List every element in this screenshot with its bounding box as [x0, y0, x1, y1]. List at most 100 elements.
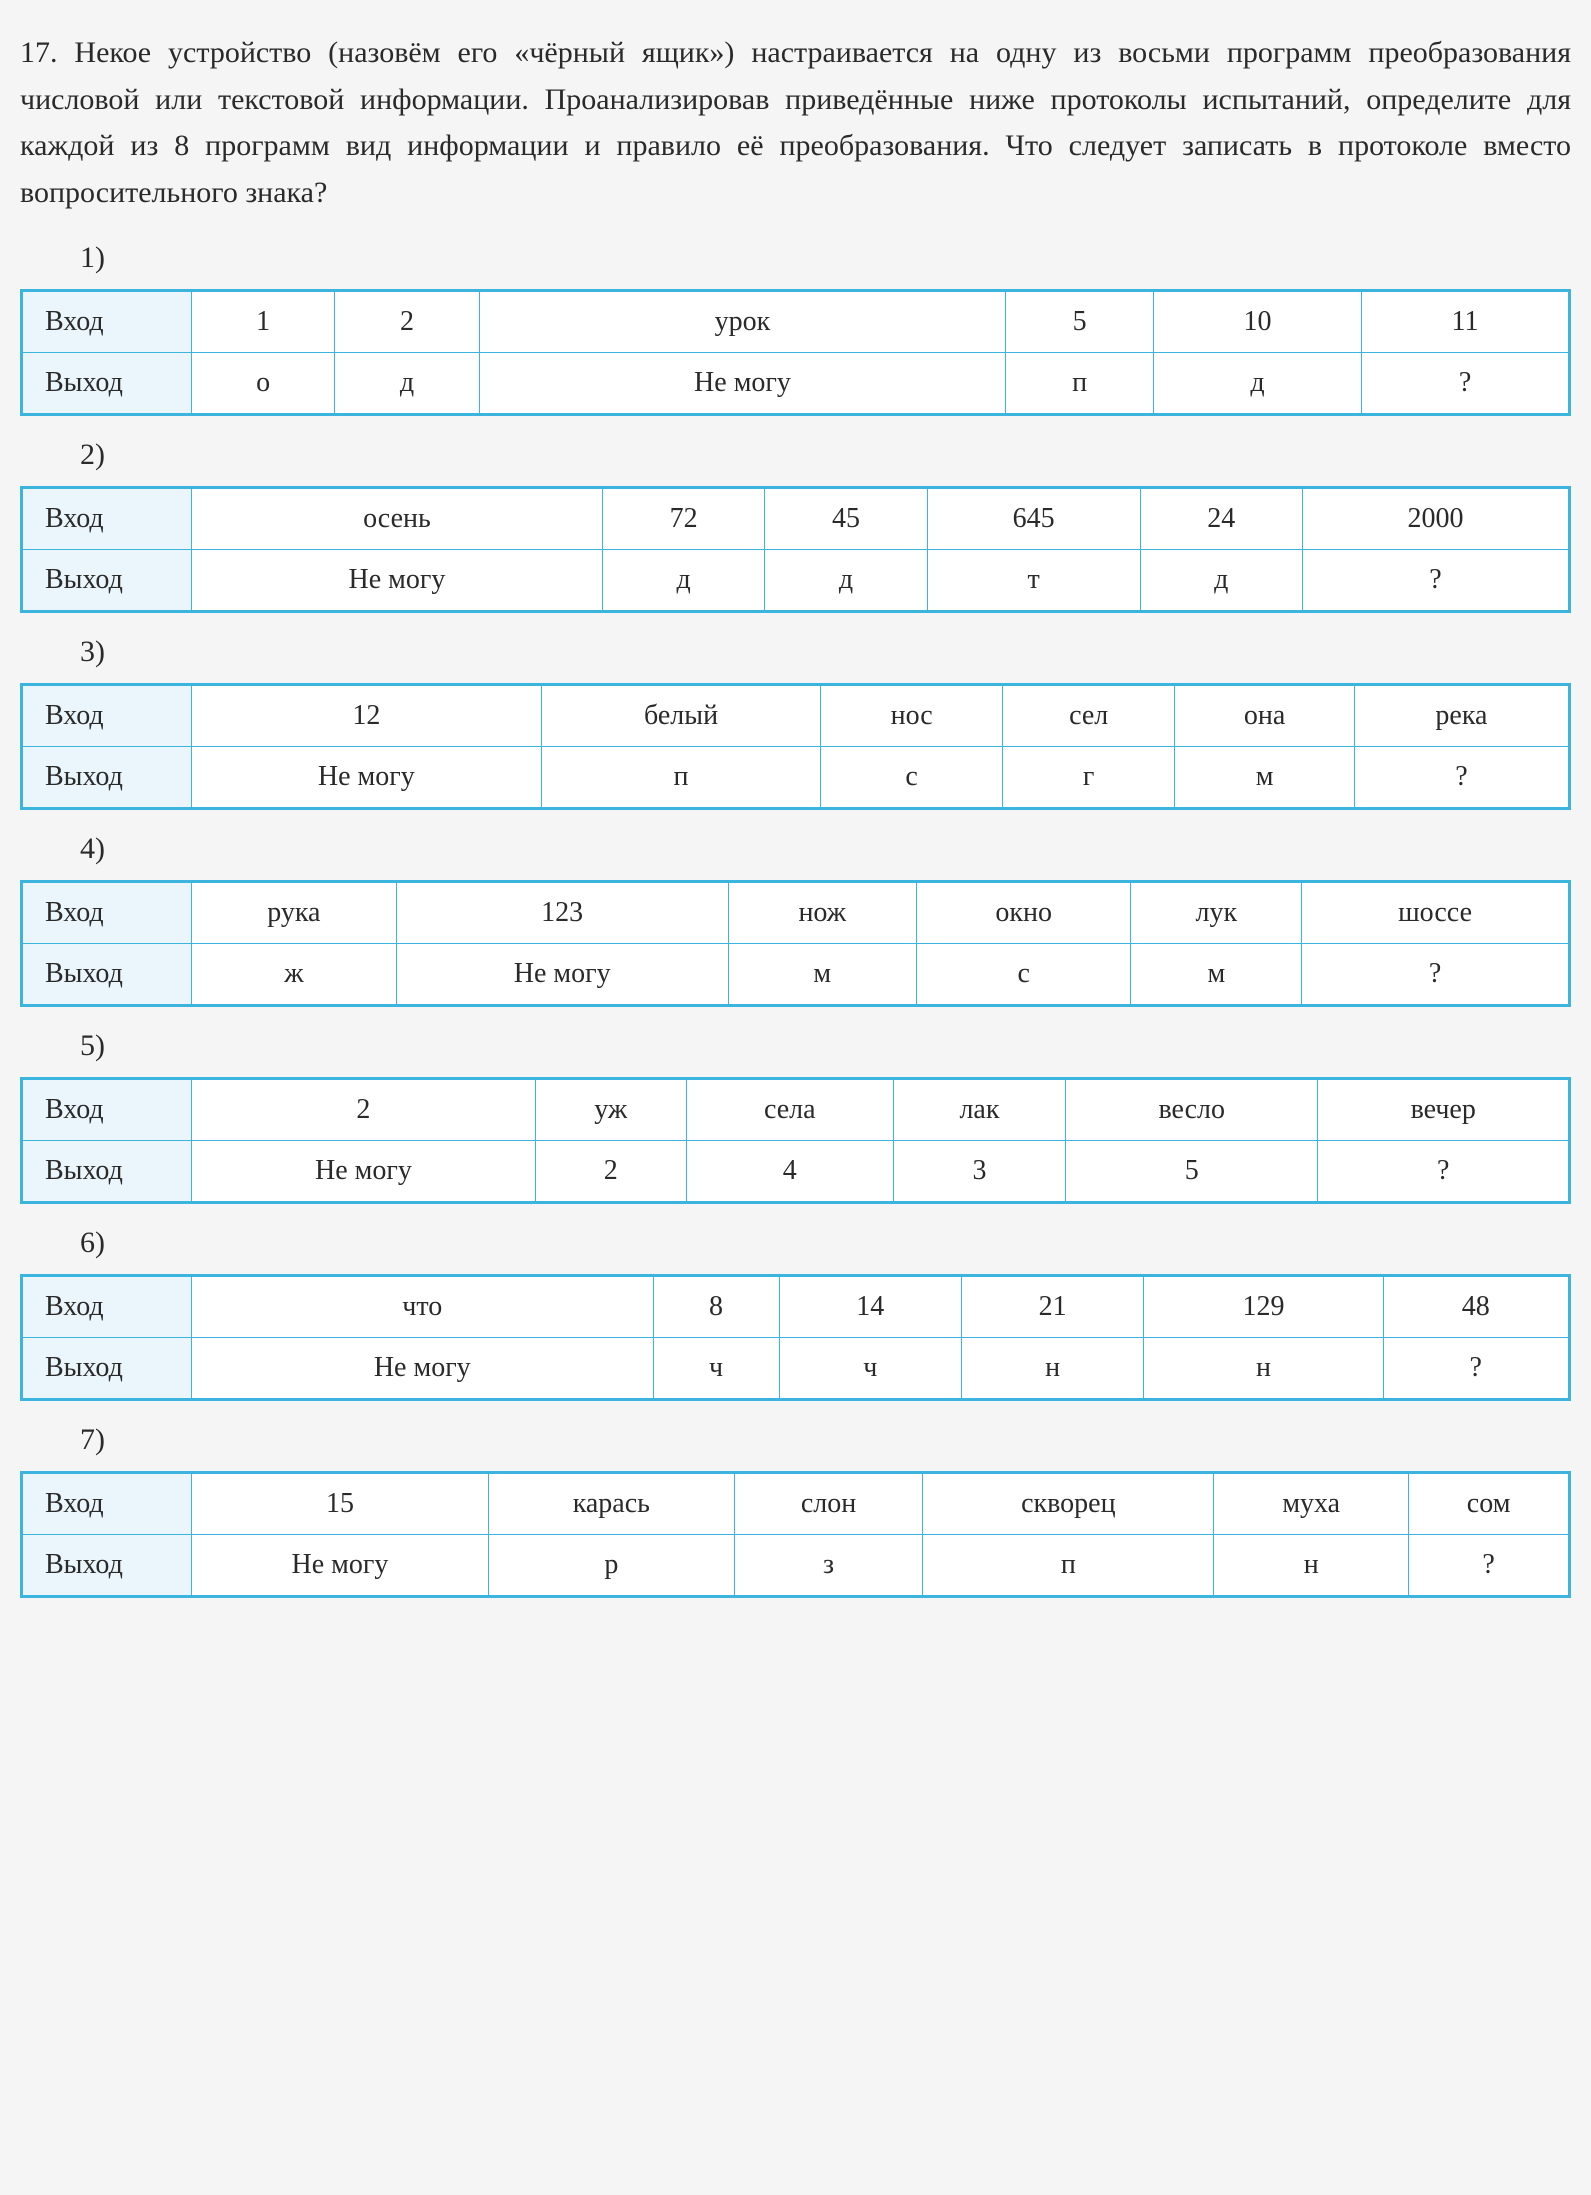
- output-cell: ?: [1354, 747, 1569, 809]
- input-cell: 48: [1383, 1276, 1569, 1338]
- input-cell: она: [1175, 685, 1354, 747]
- input-cell: 1: [192, 291, 335, 353]
- input-cell: рука: [192, 882, 397, 944]
- protocol-table: Вход2ужселалаквесловечерВыходНе могу2435…: [20, 1077, 1571, 1204]
- output-cell: ч: [653, 1338, 779, 1400]
- variant-label: 7): [80, 1423, 1571, 1457]
- output-cell: Не могу: [192, 1535, 489, 1597]
- input-cell: 11: [1362, 291, 1570, 353]
- input-cell: урок: [479, 291, 1005, 353]
- output-cell: д: [1154, 353, 1362, 415]
- output-cell: н: [961, 1338, 1143, 1400]
- table-row: Вход12белыйносселонарека: [22, 685, 1570, 747]
- row-header-out: Выход: [22, 353, 192, 415]
- input-cell: слон: [734, 1473, 923, 1535]
- row-header-in: Вход: [22, 1276, 192, 1338]
- output-cell: с: [916, 944, 1130, 1006]
- input-cell: 2: [335, 291, 479, 353]
- input-cell: сом: [1409, 1473, 1570, 1535]
- table-row: Вход15карасьслонскворецмухасом: [22, 1473, 1570, 1535]
- problem-body: Некое устройство (назовём его «чёрный ящ…: [20, 36, 1571, 209]
- variant-label: 3): [80, 635, 1571, 669]
- input-cell: белый: [541, 685, 821, 747]
- table-row: Входосень7245645242000: [22, 488, 1570, 550]
- protocol-table: Вход15карасьслонскворецмухасомВыходНе мо…: [20, 1471, 1571, 1598]
- table-row: Входрука123ножокнолукшоссе: [22, 882, 1570, 944]
- input-cell: 2: [192, 1079, 536, 1141]
- problem-statement: 17. Некое устройство (назовём его «чёрны…: [20, 30, 1571, 216]
- input-cell: 15: [192, 1473, 489, 1535]
- output-cell: ?: [1409, 1535, 1570, 1597]
- output-cell: м: [1131, 944, 1302, 1006]
- input-cell: весло: [1066, 1079, 1318, 1141]
- row-header-out: Выход: [22, 1141, 192, 1203]
- input-cell: что: [192, 1276, 654, 1338]
- input-cell: осень: [192, 488, 603, 550]
- table-row: ВыходжНе могумсм?: [22, 944, 1570, 1006]
- input-cell: шоссе: [1302, 882, 1570, 944]
- table-row: Вход2ужселалаквесловечер: [22, 1079, 1570, 1141]
- row-header-in: Вход: [22, 882, 192, 944]
- table-row: Вход12урок51011: [22, 291, 1570, 353]
- output-cell: 2: [535, 1141, 686, 1203]
- input-cell: 5: [1006, 291, 1154, 353]
- variant-label: 5): [80, 1029, 1571, 1063]
- protocol-table: Входрука123ножокнолукшоссеВыходжНе могум…: [20, 880, 1571, 1007]
- output-cell: н: [1214, 1535, 1409, 1597]
- input-cell: 24: [1140, 488, 1302, 550]
- input-cell: карась: [488, 1473, 734, 1535]
- output-cell: ?: [1302, 550, 1569, 612]
- output-cell: с: [821, 747, 1003, 809]
- input-cell: 12: [192, 685, 542, 747]
- variant-label: 1): [80, 241, 1571, 275]
- row-header-in: Вход: [22, 685, 192, 747]
- problem-number: 17.: [20, 36, 58, 69]
- input-cell: 2000: [1302, 488, 1569, 550]
- output-cell: д: [1140, 550, 1302, 612]
- table-row: ВыхододНе могупд?: [22, 353, 1570, 415]
- input-cell: река: [1354, 685, 1569, 747]
- output-cell: д: [602, 550, 764, 612]
- row-header-out: Выход: [22, 747, 192, 809]
- table-row: ВыходНе могурзпн?: [22, 1535, 1570, 1597]
- protocol-table: Вход12белыйносселонарекаВыходНе могупсгм…: [20, 683, 1571, 810]
- output-cell: ?: [1302, 944, 1570, 1006]
- input-cell: 129: [1144, 1276, 1383, 1338]
- output-cell: 3: [893, 1141, 1065, 1203]
- input-cell: села: [686, 1079, 893, 1141]
- output-cell: п: [1006, 353, 1154, 415]
- variant-label: 6): [80, 1226, 1571, 1260]
- input-cell: вечер: [1318, 1079, 1570, 1141]
- output-cell: н: [1144, 1338, 1383, 1400]
- output-cell: д: [765, 550, 927, 612]
- input-cell: уж: [535, 1079, 686, 1141]
- row-header-out: Выход: [22, 1535, 192, 1597]
- input-cell: 14: [779, 1276, 961, 1338]
- input-cell: муха: [1214, 1473, 1409, 1535]
- row-header-in: Вход: [22, 1473, 192, 1535]
- input-cell: 123: [396, 882, 728, 944]
- input-cell: нож: [728, 882, 916, 944]
- input-cell: 72: [602, 488, 764, 550]
- output-cell: п: [541, 747, 821, 809]
- input-cell: нос: [821, 685, 1003, 747]
- row-header-in: Вход: [22, 1079, 192, 1141]
- output-cell: Не могу: [479, 353, 1005, 415]
- output-cell: ?: [1383, 1338, 1569, 1400]
- output-cell: м: [728, 944, 916, 1006]
- table-row: ВыходНе могупсгм?: [22, 747, 1570, 809]
- output-cell: ?: [1318, 1141, 1570, 1203]
- output-cell: 5: [1066, 1141, 1318, 1203]
- protocol-table: Входчто8142112948ВыходНе могуччнн?: [20, 1274, 1571, 1401]
- output-cell: ч: [779, 1338, 961, 1400]
- output-cell: м: [1175, 747, 1354, 809]
- table-row: ВыходНе могуччнн?: [22, 1338, 1570, 1400]
- row-header-in: Вход: [22, 291, 192, 353]
- row-header-in: Вход: [22, 488, 192, 550]
- variants-container: 1)Вход12урок51011ВыхододНе могупд?2)Вход…: [20, 241, 1571, 1598]
- input-cell: скворец: [923, 1473, 1214, 1535]
- output-cell: р: [488, 1535, 734, 1597]
- output-cell: 4: [686, 1141, 893, 1203]
- table-row: Входчто8142112948: [22, 1276, 1570, 1338]
- protocol-table: Входосень7245645242000ВыходНе могуддтд?: [20, 486, 1571, 613]
